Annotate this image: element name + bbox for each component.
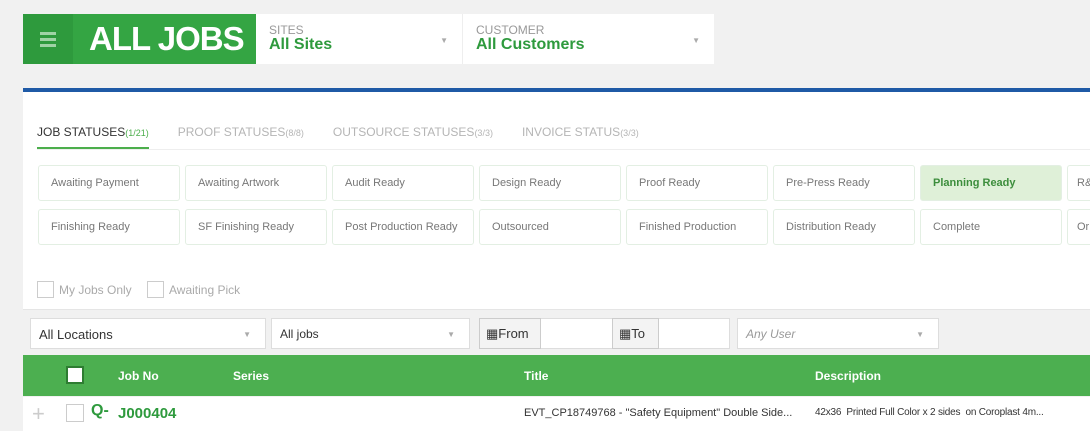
divider xyxy=(23,88,1090,92)
to-label: To xyxy=(631,326,646,341)
tab-job-statuses[interactable]: JOB STATUSES(1/21) xyxy=(37,125,149,149)
search-icon[interactable]: Q- xyxy=(91,402,109,419)
chevron-down-icon: ▼ xyxy=(916,330,924,339)
divider xyxy=(37,149,1090,150)
status-panel: JOB STATUSES(1/21) PROOF STATUSES(8/8) OUT… xyxy=(23,92,1090,310)
sites-label: SITES xyxy=(269,23,304,37)
status-button[interactable]: SF Finishing Ready xyxy=(185,209,327,245)
customer-label: CUSTOMER xyxy=(476,23,545,37)
tab-invoice-status[interactable]: INVOICE STATUS(3/3) xyxy=(522,125,639,149)
page-title: ALL JOBS xyxy=(73,14,256,64)
status-button[interactable]: Awaiting Artwork xyxy=(185,165,327,201)
status-button[interactable]: Planning Ready xyxy=(920,165,1062,201)
location-value: All Locations xyxy=(39,327,113,342)
tab-count: (1/21) xyxy=(125,128,149,138)
awaiting-pick-checkbox[interactable]: Awaiting Pick xyxy=(147,281,240,298)
calendar-icon: ▦ xyxy=(486,326,499,341)
status-button[interactable]: Finished Production xyxy=(626,209,768,245)
status-button[interactable]: Complete xyxy=(920,209,1062,245)
row-checkbox[interactable] xyxy=(66,404,84,422)
tab-label: JOB STATUSES xyxy=(37,125,126,139)
awaiting-pick-label: Awaiting Pick xyxy=(169,282,241,297)
status-button[interactable]: Awaiting Payment xyxy=(38,165,180,201)
column-title[interactable]: Title xyxy=(524,369,549,383)
chevron-down-icon: ▼ xyxy=(447,330,455,339)
status-button[interactable]: Or xyxy=(1067,209,1090,245)
expand-plus-icon[interactable]: + xyxy=(32,401,45,426)
status-button[interactable]: R& xyxy=(1067,165,1090,201)
tab-count: (3/3) xyxy=(620,128,639,138)
status-button[interactable]: Post Production Ready xyxy=(332,209,474,245)
tab-label: PROOF STATUSES xyxy=(177,125,286,139)
from-label: From xyxy=(498,326,529,341)
job-description: 42x36 Printed Full Color x 2 sides on Co… xyxy=(815,407,1044,418)
tab-proof-statuses[interactable]: PROOF STATUSES(8/8) xyxy=(178,125,304,149)
top-bar: ALL JOBS SITES All Sites ▼ CUSTOMER All … xyxy=(23,14,714,64)
jobs-value: All jobs xyxy=(280,327,319,341)
from-date-button[interactable]: ▦From xyxy=(479,318,541,349)
chevron-down-icon: ▼ xyxy=(692,36,700,45)
status-button[interactable]: Audit Ready xyxy=(332,165,474,201)
job-number-link[interactable]: J000404 xyxy=(118,405,177,422)
status-button[interactable]: Proof Ready xyxy=(626,165,768,201)
table-row[interactable]: + Q- J000404 EVT_CP18749768 - "Safety Eq… xyxy=(23,397,1090,431)
tab-label: INVOICE STATUS xyxy=(521,125,621,139)
chevron-down-icon: ▼ xyxy=(440,36,448,45)
my-jobs-only-checkbox[interactable]: My Jobs Only xyxy=(37,281,132,298)
tab-count: (8/8) xyxy=(285,128,304,138)
tab-label: OUTSOURCE STATUSES xyxy=(332,125,475,139)
sites-select[interactable]: SITES All Sites ▼ xyxy=(256,14,463,64)
status-button[interactable]: Finishing Ready xyxy=(38,209,180,245)
chevron-down-icon: ▼ xyxy=(243,330,251,339)
hamburger-menu-icon[interactable] xyxy=(23,14,73,64)
status-button[interactable]: Distribution Ready xyxy=(773,209,915,245)
my-jobs-only-label: My Jobs Only xyxy=(59,282,132,297)
status-button[interactable]: Outsourced xyxy=(479,209,621,245)
column-job-no[interactable]: Job No xyxy=(118,369,159,383)
status-button[interactable]: Design Ready xyxy=(479,165,621,201)
customer-value: All Customers xyxy=(476,36,585,53)
column-series[interactable]: Series xyxy=(233,369,270,383)
user-placeholder: Any User xyxy=(746,327,796,341)
column-description[interactable]: Description xyxy=(815,369,882,383)
calendar-icon: ▦ xyxy=(619,326,632,341)
customer-select[interactable]: CUSTOMER All Customers ▼ xyxy=(463,14,714,64)
sites-value: All Sites xyxy=(269,36,333,53)
tab-count: (3/3) xyxy=(474,128,493,138)
tab-outsource-statuses[interactable]: OUTSOURCE STATUSES(3/3) xyxy=(333,125,493,149)
job-title: EVT_CP18749768 - "Safety Equipment" Doub… xyxy=(524,407,793,419)
location-select[interactable]: All Locations ▼ xyxy=(30,318,266,349)
to-date-button[interactable]: ▦To xyxy=(612,318,659,349)
select-all-checkbox[interactable] xyxy=(66,366,84,384)
status-button[interactable]: Pre-Press Ready xyxy=(773,165,915,201)
user-select[interactable]: Any User ▼ xyxy=(737,318,939,349)
table-header: Job No Series Title Description xyxy=(23,355,1090,396)
jobs-select[interactable]: All jobs ▼ xyxy=(271,318,470,349)
